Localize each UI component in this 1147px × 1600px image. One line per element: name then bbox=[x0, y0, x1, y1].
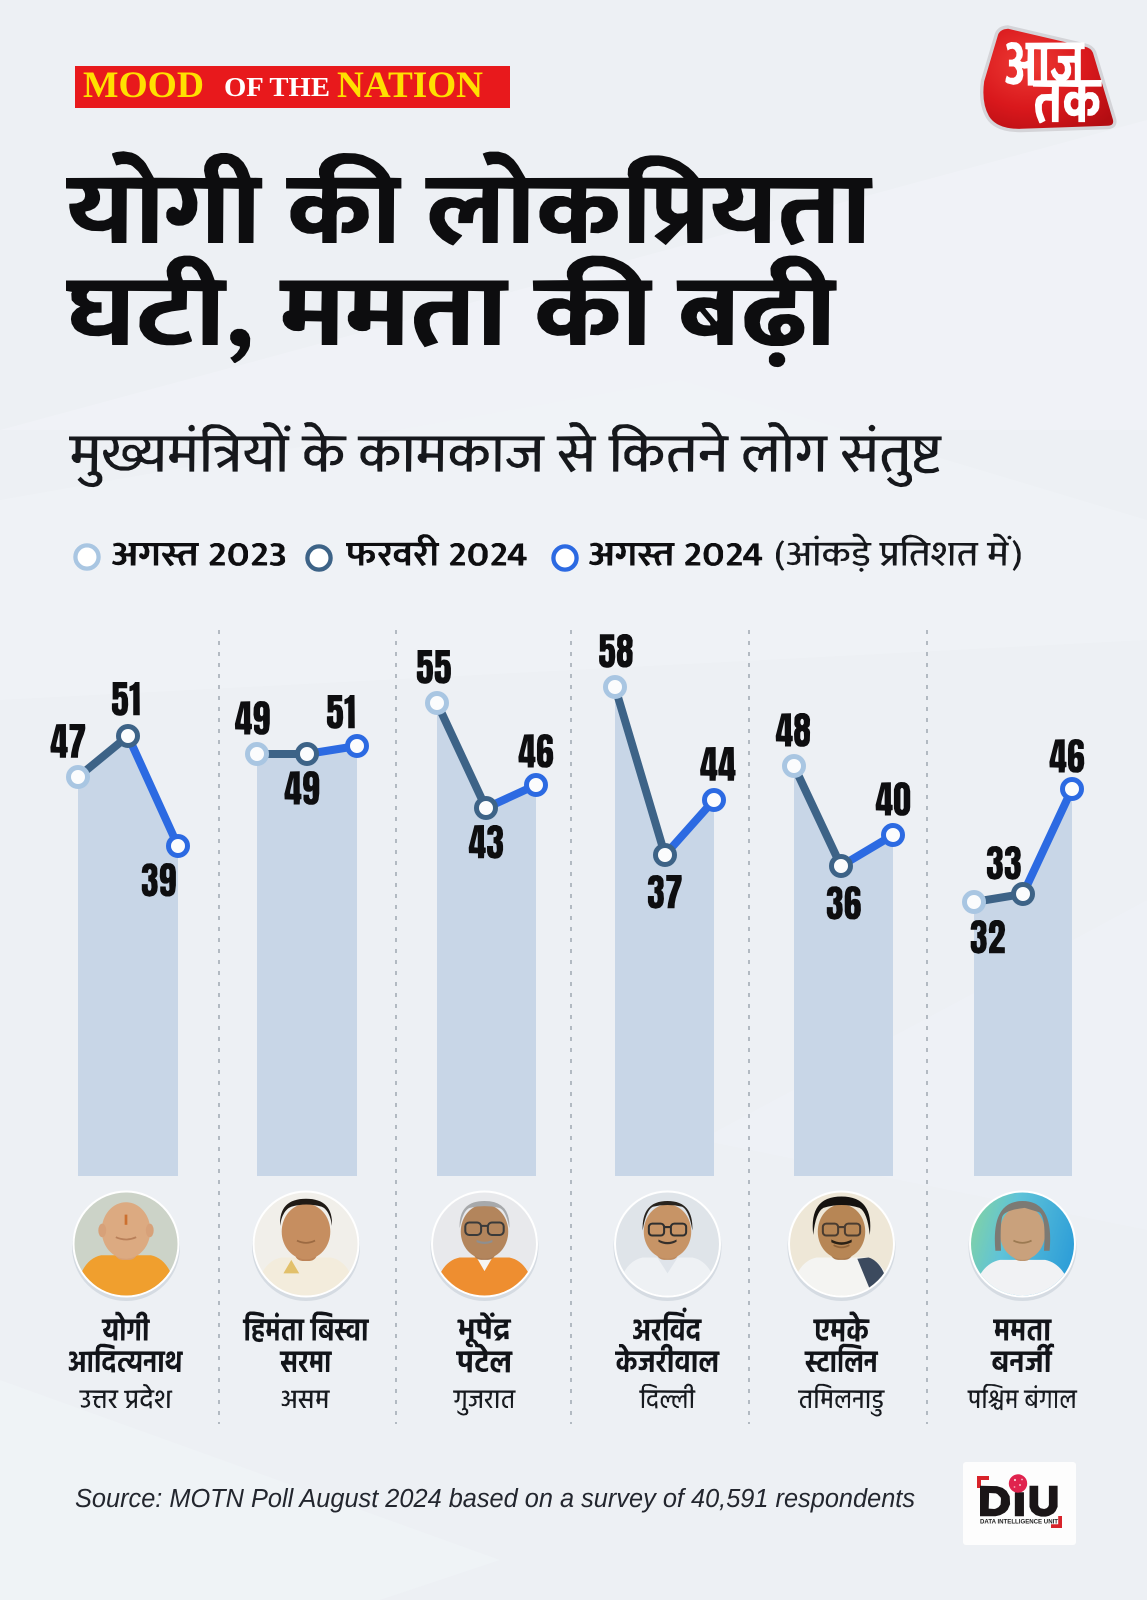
svg-text:NATION: NATION bbox=[337, 65, 483, 106]
svg-text:OF THE: OF THE bbox=[224, 72, 330, 102]
svg-text:DATA INTELLIGENCE UNIT: DATA INTELLIGENCE UNIT bbox=[980, 1519, 1058, 1526]
svg-text:Source: MOTN Poll August 2024: Source: MOTN Poll August 2024 based on a… bbox=[75, 1485, 915, 1513]
svg-text:MOOD: MOOD bbox=[83, 65, 204, 106]
